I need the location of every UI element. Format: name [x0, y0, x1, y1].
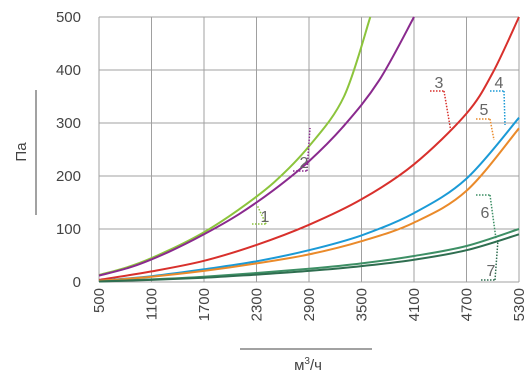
series-label-5: 5: [480, 102, 489, 119]
callouts: 1 2 3 45 6 7: [252, 75, 506, 281]
x-tick-4100: 4100: [406, 288, 423, 321]
series-layer: [98, 16, 520, 283]
callout-leader-2: [306, 127, 311, 172]
series-line-7: [98, 233, 520, 283]
y-tick-0: 0: [73, 274, 81, 291]
y-axis-label: Па: [13, 142, 30, 162]
series-line-2: [98, 16, 415, 277]
series-label-6: 6: [481, 205, 490, 222]
callout-leader-7: [494, 239, 499, 281]
x-axis-label-suffix: /ч: [310, 357, 322, 374]
series-label-1: 1: [261, 209, 270, 226]
x-tick-500: 500: [91, 288, 108, 313]
y-tick-200: 200: [56, 168, 81, 185]
x-axis-label-base: м: [294, 357, 304, 374]
callout-leader-4: [503, 90, 506, 126]
x-tick-4700: 4700: [459, 288, 476, 321]
x-tick-3500: 3500: [354, 288, 371, 321]
series-label-2: 2: [300, 155, 309, 172]
y-tick-100: 100: [56, 221, 81, 238]
y-ticks: 0 100 200 300 400 500: [56, 9, 81, 291]
x-axis-label-sup: 3: [304, 356, 310, 367]
series-label-4: 4: [495, 75, 504, 92]
series-line-3: [98, 16, 520, 281]
x-tick-2900: 2900: [301, 288, 318, 321]
callout-leader-5: [489, 118, 495, 141]
callout-leader-3: [443, 90, 452, 133]
x-tick-1700: 1700: [196, 288, 213, 321]
x-tick-1100: 1100: [144, 288, 161, 320]
y-tick-300: 300: [56, 115, 81, 132]
y-tick-400: 400: [56, 62, 81, 79]
x-ticks: 500 1100 1700 2300 2900 3500 4100 4700 5300: [91, 288, 528, 321]
series-label-3: 3: [435, 75, 444, 92]
series-label-7: 7: [487, 263, 496, 280]
x-tick-5300: 5300: [511, 288, 528, 321]
callout-leader-1: [256, 204, 267, 225]
series-line-1: [98, 16, 372, 277]
callout-leader-6: [489, 194, 497, 240]
x-axis-label: м3/ч: [294, 356, 322, 374]
x-tick-2300: 2300: [249, 288, 266, 321]
series-line-5: [98, 127, 520, 282]
y-tick-500: 500: [56, 9, 81, 26]
